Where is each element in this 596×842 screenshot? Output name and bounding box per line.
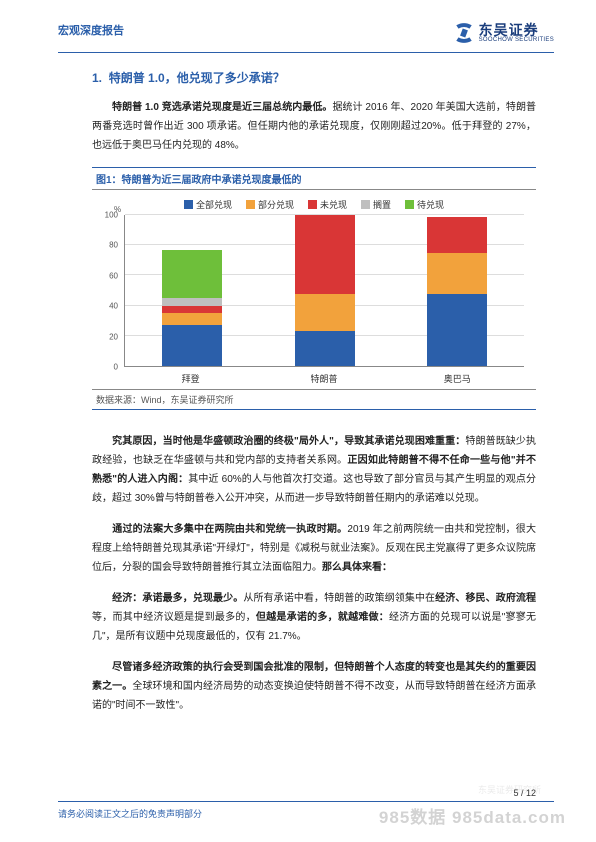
x-label: 拜登 [182,372,200,385]
legend-item: 搁置 [361,198,391,211]
bar-group [295,215,355,366]
bar-group [427,217,487,366]
paragraph-4: 经济：承诺最多，兑现最少。从所有承诺中看，特朗普的政策纲领集中在经济、移民、政府… [92,589,536,646]
legend-item: 待兑现 [405,198,444,211]
brand-en: SOOCHOW SECURITIES [479,37,554,43]
paragraph-1: 特朗普 1.0 竞选承诺兑现度是近三届总统内最低。据统计 2016 年、2020… [92,98,536,155]
figure1-chart: 全部兑现部分兑现未兑现搁置待兑现 % 020406080100 拜登特朗普奥巴马 [92,190,536,389]
section-title: 1. 特朗普 1.0，他兑现了多少承诺？ [92,69,536,86]
paragraph-3: 通过的法案大多集中在两院由共和党统一执政时期。2019 年之前两院统一由共和党控… [92,520,536,577]
disclaimer: 请务必阅读正文之后的免责声明部分 [58,807,202,820]
x-label: 特朗普 [310,372,337,385]
report-type: 宏观深度报告 [58,22,124,38]
watermark: 985数据 985data.com [379,803,566,828]
bar-group [162,250,222,366]
x-label: 奥巴马 [444,372,471,385]
footer-rule [58,801,554,802]
brand-cn: 东吴证券 [479,23,554,37]
brand: 东吴证券 SOOCHOW SECURITIES [453,22,554,44]
figure1-source: 数据来源：Wind，东吴证券研究所 [92,389,536,410]
paragraph-5: 尽管诸多经济政策的执行会受到国会批准的限制，但特朗普个人态度的转变也是其失约的重… [92,658,536,715]
figure1-title: 图1：特朗普为近三届政府中承诺兑现度最低的 [92,167,536,190]
page-number: 5 / 12 [513,788,536,798]
paragraph-2: 究其原因，当时他是华盛顿政治圈的终极"局外人"，导致其承诺兑现困难重重：特朗普既… [92,432,536,508]
legend-item: 部分兑现 [246,198,294,211]
legend-item: 全部兑现 [184,198,232,211]
brand-logo-icon [453,22,475,44]
legend-item: 未兑现 [308,198,347,211]
